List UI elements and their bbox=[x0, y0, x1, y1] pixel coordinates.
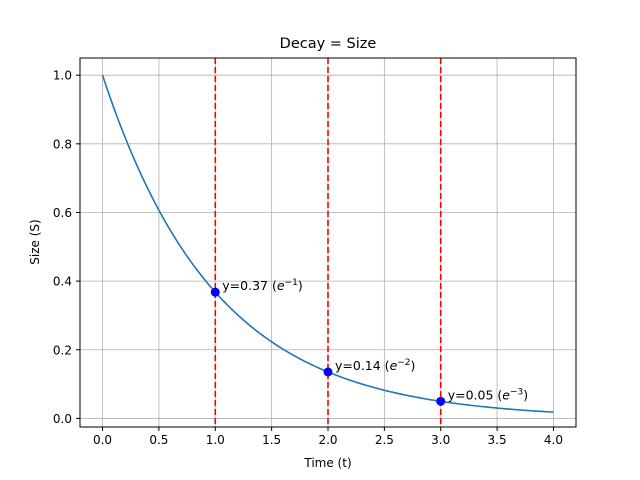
highlight-point bbox=[323, 367, 333, 377]
y-tick-label: 0.4 bbox=[53, 275, 72, 289]
y-tick-label: 0.8 bbox=[53, 137, 72, 151]
y-axis-ticks: 0.0 0.2 0.4 0.6 0.8 1.0 bbox=[53, 69, 80, 426]
annotation-label-close: ) bbox=[411, 358, 416, 373]
x-tick-label: 1.5 bbox=[262, 433, 281, 447]
y-tick-label: 1.0 bbox=[53, 69, 72, 83]
x-tick-label: 0.0 bbox=[93, 433, 112, 447]
vertical-reference-lines bbox=[214, 58, 442, 427]
x-axis-ticks: 0.0 0.5 1.0 1.5 2.0 2.5 3.0 3.5 4.0 bbox=[93, 427, 563, 447]
x-tick-label: 1.0 bbox=[206, 433, 225, 447]
point-annotation: y=0.05 (e−3) bbox=[448, 387, 528, 402]
y-tick-label: 0.0 bbox=[53, 412, 72, 426]
highlight-points bbox=[210, 287, 446, 406]
y-axis-title: Size (S) bbox=[28, 219, 42, 264]
x-tick-label: 2.5 bbox=[375, 433, 394, 447]
annotation-label-base: e bbox=[390, 358, 398, 373]
y-tick-label: 0.2 bbox=[53, 343, 72, 357]
point-annotations: y=0.37 (e−1)y=0.14 (e−2)y=0.05 (e−3) bbox=[222, 278, 528, 402]
x-axis-title: Time (t) bbox=[303, 456, 351, 470]
y-tick-label: 0.6 bbox=[53, 206, 72, 220]
annotation-label-exp: −3 bbox=[510, 387, 523, 397]
x-tick-label: 4.0 bbox=[544, 433, 563, 447]
annotation-label-base: e bbox=[277, 278, 285, 293]
annotation-label-base: e bbox=[502, 387, 510, 402]
x-tick-label: 3.0 bbox=[431, 433, 450, 447]
point-annotation: y=0.37 (e−1) bbox=[222, 278, 302, 293]
x-tick-label: 0.5 bbox=[149, 433, 168, 447]
annotation-label-close: ) bbox=[523, 387, 528, 402]
highlight-point bbox=[436, 396, 446, 406]
chart-title: Decay = Size bbox=[280, 36, 377, 52]
annotation-label-value: y=0.37 ( bbox=[222, 278, 277, 293]
x-tick-label: 3.5 bbox=[488, 433, 507, 447]
annotation-label-value: y=0.14 ( bbox=[335, 358, 390, 373]
annotation-label-exp: −2 bbox=[397, 358, 410, 368]
annotation-label-value: y=0.05 ( bbox=[448, 387, 503, 402]
x-tick-label: 2.0 bbox=[318, 433, 337, 447]
annotation-label-close: ) bbox=[298, 278, 303, 293]
highlight-point bbox=[210, 287, 220, 297]
point-annotation: y=0.14 (e−2) bbox=[335, 358, 415, 373]
annotation-label-exp: −1 bbox=[285, 278, 298, 288]
